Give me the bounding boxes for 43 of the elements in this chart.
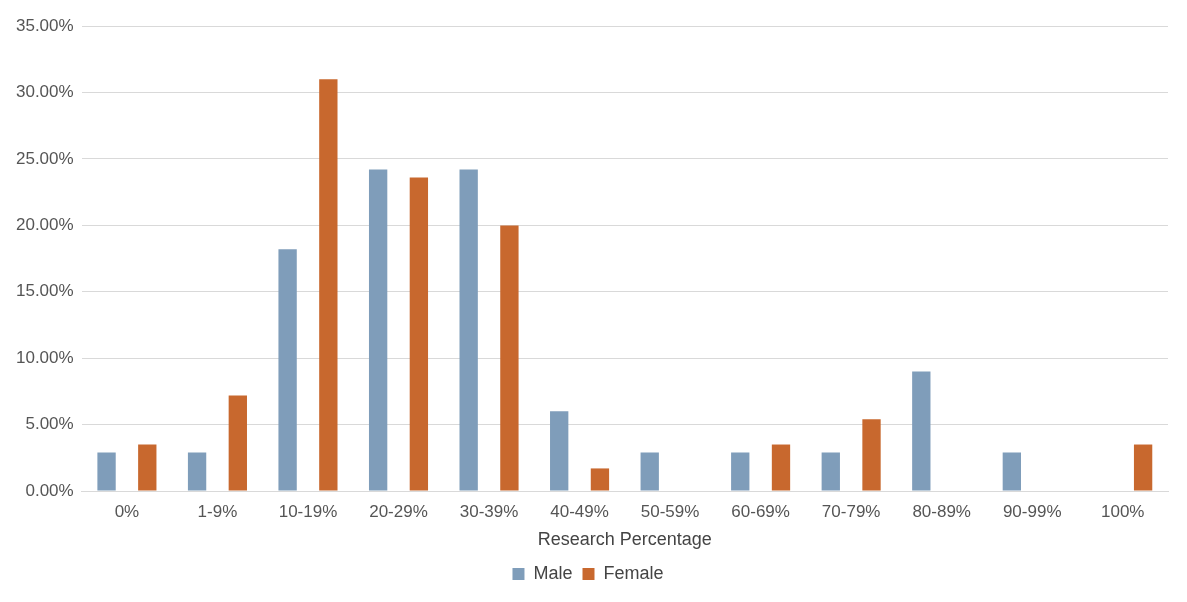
y-tick-label: 5.00%	[25, 414, 74, 434]
x-axis-title: Research Percentage	[537, 529, 712, 550]
x-tick-label: 50-59%	[640, 501, 700, 521]
x-tick-label: 0%	[114, 501, 140, 521]
bar	[1133, 444, 1153, 491]
x-tick-label: 10-19%	[278, 501, 338, 521]
bar	[409, 177, 429, 491]
bar	[912, 371, 931, 491]
x-tick-label: 20-29%	[369, 501, 428, 521]
bar	[731, 452, 750, 491]
y-tick-label: 30.00%	[15, 82, 74, 102]
bar	[459, 169, 478, 491]
x-tick-label: 30-39%	[459, 501, 519, 521]
legend-label: Male	[533, 562, 573, 583]
bar	[821, 452, 840, 491]
bar	[187, 452, 207, 491]
bar	[319, 79, 338, 491]
y-tick-label: 10.00%	[15, 347, 74, 367]
y-tick-label: 25.00%	[15, 148, 74, 168]
bar	[500, 225, 519, 491]
x-tick-label: 1-9%	[197, 501, 238, 521]
y-tick-label: 0.00%	[25, 480, 74, 500]
x-tick-label: 100%	[1100, 501, 1145, 521]
legend-label: Female	[603, 562, 664, 583]
bar	[550, 411, 569, 491]
x-tick-label: 60-69%	[731, 501, 790, 521]
bar	[228, 395, 247, 491]
bar	[1002, 452, 1021, 491]
bar	[138, 444, 157, 491]
y-tick-label: 15.00%	[15, 281, 74, 301]
y-tick-label: 20.00%	[15, 215, 74, 235]
y-tick-label: 35.00%	[15, 15, 74, 35]
x-tick-label: 40-49%	[550, 501, 609, 521]
bar	[368, 169, 388, 491]
bar	[97, 452, 116, 491]
bar	[278, 249, 297, 491]
bar	[862, 419, 881, 491]
x-tick-label: 70-79%	[821, 501, 881, 521]
bar	[590, 468, 610, 491]
bar	[640, 452, 659, 491]
x-tick-label: 80-89%	[912, 501, 971, 521]
x-tick-label: 90-99%	[1002, 501, 1062, 521]
bar	[771, 444, 791, 491]
